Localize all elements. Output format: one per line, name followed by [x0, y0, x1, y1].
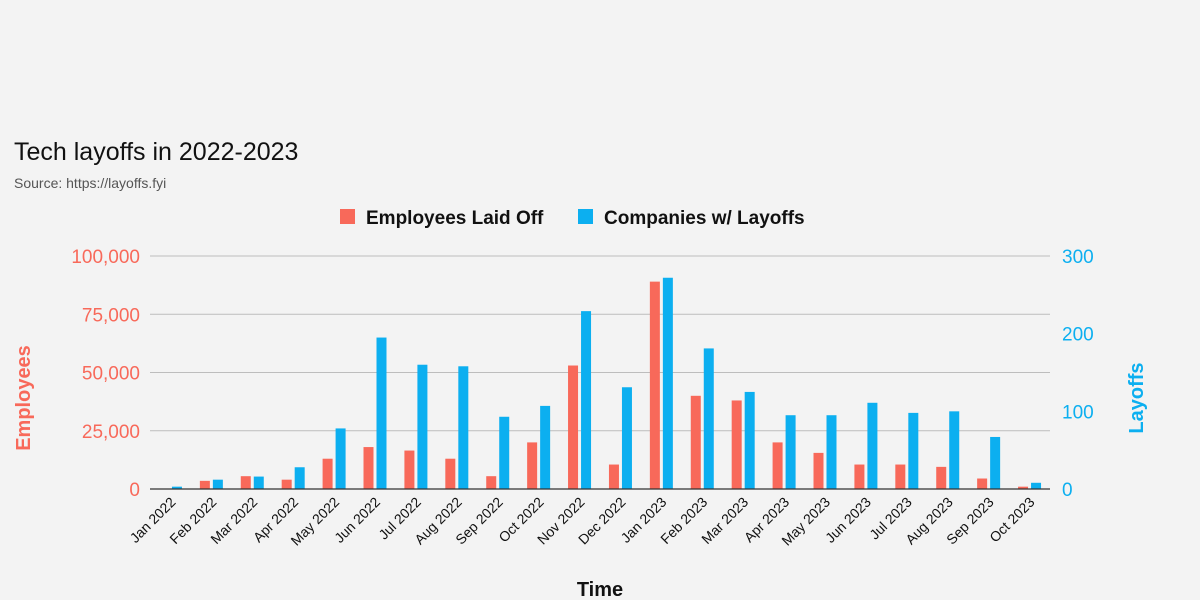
- bars: [171, 277, 1042, 489]
- legend-label-companies: Companies w/ Layoffs: [604, 208, 805, 229]
- y-axis-right-title: Layoffs: [1126, 362, 1148, 433]
- bar-companies-with-layoffs: [212, 479, 223, 489]
- y-left-tick-label: 0: [129, 480, 140, 501]
- x-tick-label: Jun 2023: [822, 494, 874, 546]
- bar-employees-laid-off: [936, 466, 947, 489]
- bar-companies-with-layoffs: [417, 364, 428, 489]
- bar-companies-with-layoffs: [540, 405, 551, 489]
- bar-employees-laid-off: [486, 476, 497, 489]
- y-left-tick-label: 100,000: [71, 247, 140, 268]
- bar-employees-laid-off: [731, 400, 742, 489]
- y-axis-left-title: Employees: [13, 345, 35, 451]
- chart-subtitle: Source: https://layoffs.fyi: [14, 175, 167, 191]
- bar-employees-laid-off: [690, 395, 701, 489]
- bar-employees-laid-off: [527, 442, 538, 489]
- chart-title: Tech layoffs in 2022-2023: [14, 138, 299, 166]
- bar-employees-laid-off: [977, 478, 988, 489]
- bar-companies-with-layoffs: [499, 416, 510, 489]
- bar-employees-laid-off: [649, 281, 660, 489]
- bar-employees-laid-off: [240, 476, 251, 489]
- x-tick-label: Oct 2023: [986, 494, 1038, 546]
- bar-companies-with-layoffs: [376, 337, 387, 489]
- gridlines: [150, 255, 1050, 432]
- bar-employees-laid-off: [608, 464, 619, 489]
- bar-employees-laid-off: [813, 452, 824, 489]
- bar-companies-with-layoffs: [908, 412, 919, 489]
- y-right-tick-label: 300: [1062, 247, 1094, 268]
- bar-companies-with-layoffs: [744, 391, 755, 489]
- bar-employees-laid-off: [199, 480, 210, 489]
- bar-companies-with-layoffs: [458, 366, 469, 489]
- bar-companies-with-layoffs: [990, 436, 1001, 489]
- bar-employees-laid-off: [281, 479, 292, 489]
- y-left-tick-label: 25,000: [82, 422, 140, 443]
- bar-companies-with-layoffs: [703, 348, 714, 489]
- y-left-tick-label: 75,000: [82, 305, 140, 326]
- bar-employees-laid-off: [1018, 486, 1029, 489]
- bar-employees-laid-off: [445, 458, 456, 489]
- bar-companies-with-layoffs: [785, 415, 796, 489]
- bar-companies-with-layoffs: [662, 277, 673, 489]
- bar-employees-laid-off: [568, 365, 579, 489]
- legend: Employees Laid Off Companies w/ Layoffs: [340, 208, 805, 229]
- legend-label-employees: Employees Laid Off: [366, 208, 544, 229]
- x-axis-title: Time: [577, 579, 623, 600]
- bar-employees-laid-off: [363, 447, 374, 489]
- bar-companies-with-layoffs: [294, 467, 305, 489]
- bar-employees-laid-off: [772, 442, 783, 489]
- x-tick-label: Jun 2022: [331, 494, 383, 546]
- bar-companies-with-layoffs: [335, 428, 346, 489]
- bar-companies-with-layoffs: [949, 411, 960, 489]
- bar-companies-with-layoffs: [171, 486, 182, 489]
- y-right-tick-label: 200: [1062, 325, 1094, 346]
- legend-swatch-employees: [340, 209, 355, 224]
- bar-companies-with-layoffs: [253, 476, 264, 489]
- y-right-tick-label: 100: [1062, 402, 1094, 423]
- bar-companies-with-layoffs: [621, 387, 632, 489]
- bar-employees-laid-off: [404, 450, 415, 489]
- bar-companies-with-layoffs: [1031, 482, 1042, 489]
- bar-employees-laid-off: [854, 464, 865, 489]
- bar-employees-laid-off: [322, 458, 333, 489]
- bar-companies-with-layoffs: [867, 402, 878, 489]
- bar-employees-laid-off: [895, 464, 906, 489]
- legend-swatch-companies: [578, 209, 593, 224]
- bar-companies-with-layoffs: [581, 311, 592, 489]
- bar-companies-with-layoffs: [826, 415, 837, 489]
- y-left-tick-label: 50,000: [82, 364, 140, 385]
- y-right-tick-label: 0: [1062, 480, 1073, 501]
